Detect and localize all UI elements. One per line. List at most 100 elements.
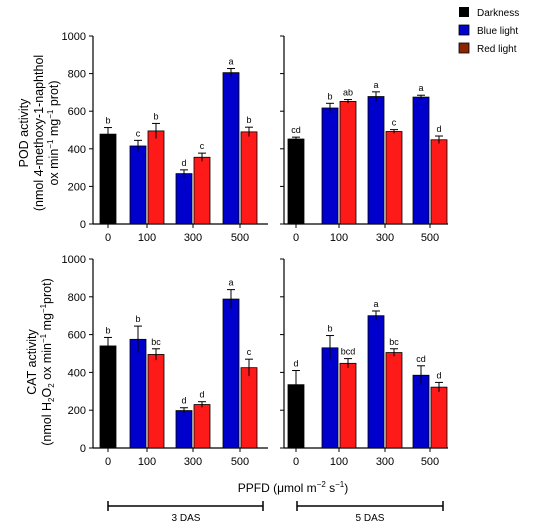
cat-significance-label: bc — [389, 337, 399, 347]
charts-area: 020040060080010000b100cb300dc500ab0cd100… — [62, 31, 448, 468]
cat-ytick-label: 200 — [68, 405, 86, 417]
cat-significance-label: d — [199, 390, 204, 400]
cat-bar — [240, 367, 258, 449]
pod-ylabel: POD activity (nmol 4-methoxy-1-naphthol … — [17, 55, 61, 211]
pod-significance-label: d — [181, 158, 186, 168]
pod-bar — [240, 131, 258, 225]
pod-xtick-label: 100 — [138, 232, 156, 244]
group-bracket-3das — [107, 501, 264, 511]
legend-swatch-red — [458, 42, 470, 54]
cat-bar — [321, 347, 339, 449]
legend-label-blue: Blue light — [477, 26, 518, 37]
legend-swatch-darkness — [459, 7, 469, 17]
cat-significance-label: b — [105, 325, 110, 335]
cat-significance-label: bcd — [341, 347, 356, 357]
cat-ylabel-line2: (nmol H2O2 ox min−1 mg−1prot) — [39, 278, 56, 446]
pod-bar — [129, 145, 147, 225]
cat-significance-label: d — [293, 359, 298, 369]
pod-ytick-label: 0 — [80, 219, 86, 231]
pod-significance-label: c — [392, 118, 397, 128]
cat-ytick-label: 600 — [68, 330, 86, 342]
pod-significance-label: b — [105, 116, 110, 126]
group-label-3das: 3 DAS — [172, 513, 201, 524]
cat-bar — [129, 338, 147, 449]
legend-label-red: Red light — [477, 44, 517, 55]
pod-significance-label: a — [228, 57, 233, 67]
pod-panel-1: 0 200 400 600 800 1000 0 b 100 c b 300 d c 500 a b — [62, 31, 268, 244]
cat-panel-1: 0 200 400 600 800 1000 0 b 100 b bc 300 d d 500 a c — [62, 254, 268, 468]
cat-significance-label: b — [135, 314, 140, 324]
pod-bar — [287, 138, 305, 225]
cat-significance-label: c — [247, 347, 252, 357]
cat-ytick-label: 0 — [80, 443, 86, 455]
pod-significance-label: a — [373, 80, 378, 90]
cat-ytick-label: 1000 — [62, 254, 86, 266]
pod-significance-label: d — [436, 124, 441, 134]
cat-ylabel: CAT activity (nmol H2O2 ox min−1 mg−1pro… — [25, 278, 56, 446]
cat-chart: 0 200 400 600 800 1000 0 b 100 b bc 300 d d 500 a c 0 d 100… — [62, 254, 448, 468]
cat-significance-label: a — [373, 299, 378, 309]
cat-bar — [175, 410, 193, 449]
cat-xtick-label: 100 — [330, 456, 348, 468]
pod-significance-label: a — [418, 83, 423, 93]
cat-significance-label: cd — [416, 354, 426, 364]
pod-xtick-label: 100 — [330, 232, 348, 244]
cat-xtick-label: 300 — [184, 456, 202, 468]
pod-ytick-label: 200 — [68, 181, 86, 193]
cat-bar — [385, 352, 403, 449]
group-bracket-5das — [296, 501, 444, 511]
pod-ylabel-line1: POD activity — [17, 98, 31, 168]
pod-xtick-label: 500 — [231, 232, 249, 244]
pod-bar — [412, 96, 430, 225]
pod-significance-label: b — [153, 111, 158, 121]
pod-bar — [147, 130, 165, 225]
pod-bar — [385, 131, 403, 225]
cat-bar — [430, 386, 448, 449]
legend: Darkness Blue light Red light — [458, 7, 519, 55]
pod-ytick-label: 600 — [68, 106, 86, 118]
cat-bar — [222, 298, 240, 449]
cat-significance-label: b — [327, 324, 332, 334]
cat-bar — [339, 362, 357, 449]
legend-label-darkness: Darkness — [477, 8, 519, 19]
pod-significance-label: c — [200, 141, 205, 151]
pod-xtick-label: 500 — [421, 232, 439, 244]
group-label-5das: 5 DAS — [356, 513, 385, 524]
cat-significance-label: d — [436, 370, 441, 380]
pod-xtick-label: 300 — [376, 232, 394, 244]
cat-significance-label: a — [228, 278, 233, 288]
cat-bar — [147, 354, 165, 449]
cat-xtick-label: 300 — [376, 456, 394, 468]
cat-significance-label: d — [181, 396, 186, 406]
x-axis-label: PPFD (μmol m−2 s−1) — [238, 480, 349, 495]
pod-ylabel-line2: (nmol 4-methoxy-1-naphthol — [32, 55, 46, 211]
cat-bar — [367, 315, 385, 449]
cat-ytick-label: 800 — [68, 292, 86, 304]
pod-bar — [339, 101, 357, 225]
pod-ytick-label: 800 — [68, 69, 86, 81]
pod-bar — [321, 107, 339, 225]
cat-xtick-label: 0 — [293, 456, 299, 468]
pod-significance-label: ab — [343, 88, 353, 98]
cat-bar — [287, 384, 305, 449]
cat-bar — [412, 374, 430, 449]
pod-bar — [430, 139, 448, 225]
pod-bar — [222, 72, 240, 225]
pod-significance-label: b — [246, 115, 251, 125]
cat-xtick-label: 0 — [105, 456, 111, 468]
pod-ytick-label: 1000 — [62, 31, 86, 43]
cat-ylabel-line1: CAT activity — [25, 328, 39, 394]
pod-bar — [367, 96, 385, 225]
pod-xtick-label: 300 — [184, 232, 202, 244]
pod-significance-label: cd — [291, 125, 301, 135]
cat-xtick-label: 500 — [421, 456, 439, 468]
pod-ytick-label: 400 — [68, 144, 86, 156]
pod-ylabel-line3: ox min−1 mg−1 prot) — [46, 80, 61, 185]
pod-significance-label: c — [136, 128, 141, 138]
cat-bar — [193, 404, 211, 449]
cat-xtick-label: 100 — [138, 456, 156, 468]
pod-bar — [99, 133, 117, 225]
legend-swatch-blue — [458, 24, 470, 36]
